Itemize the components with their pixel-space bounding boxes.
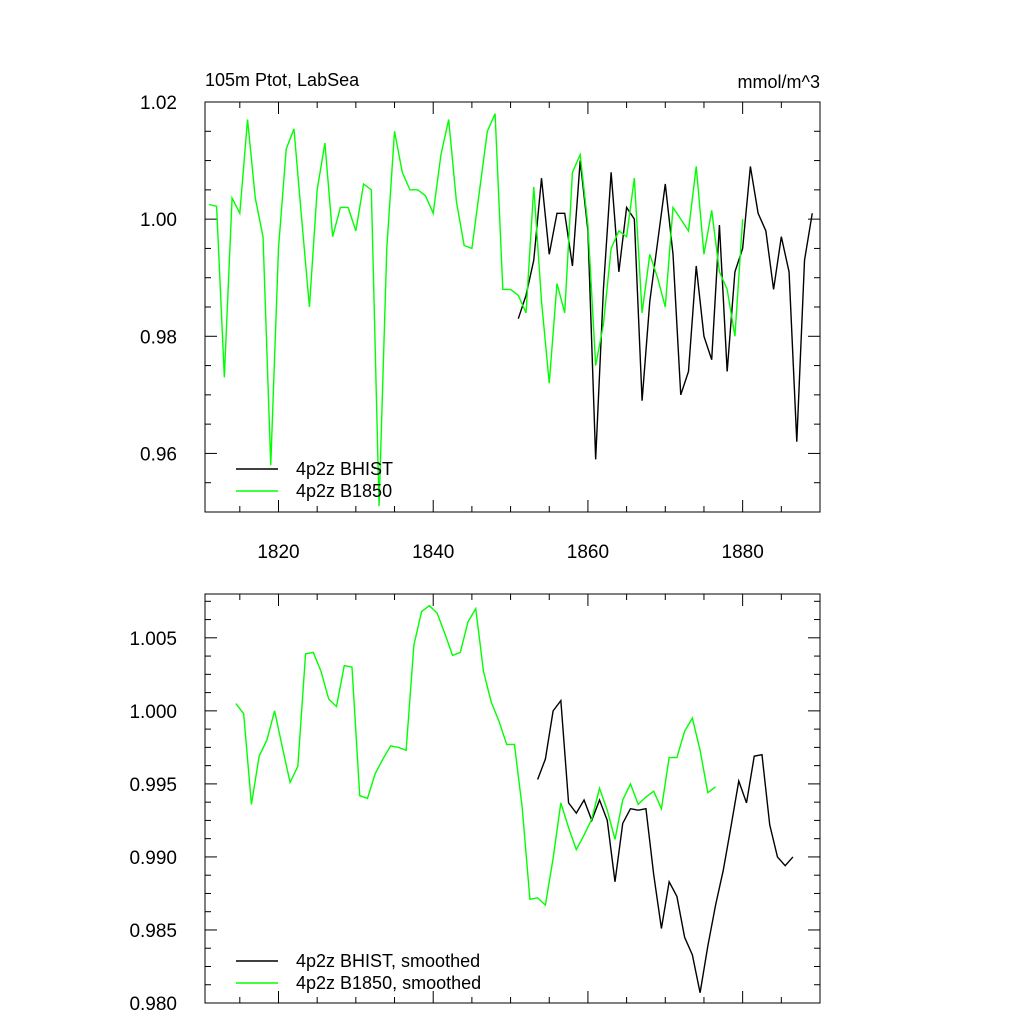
- x-tick-label: 1860: [567, 542, 609, 563]
- chart-title-right: mmol/m^3: [738, 72, 820, 92]
- series-line-b1850: [208, 113, 744, 507]
- series-line-bhist: [536, 698, 794, 993]
- y-tick-label: 0.985: [129, 921, 177, 942]
- chart-title-left: 105m Ptot, LabSea: [205, 70, 360, 90]
- legend-label: 4p2z BHIST, smoothed: [296, 951, 480, 971]
- series-line-bhist: [517, 160, 813, 460]
- bottom-panel: 0.980 0.985 0.990 0.995 1.000 1.005 4p2z BHIST…: [129, 593, 821, 1015]
- series-line-b1850: [235, 604, 716, 907]
- x-tick-label: 1880: [722, 542, 764, 563]
- legend-label: 4p2z BHIST: [296, 459, 393, 479]
- y-tick-label: 0.980: [129, 994, 177, 1015]
- top-panel: 1820 1840 1860 1880 0.96 0.98 1.00 1.02 105m Pto…: [140, 70, 821, 563]
- x-tick-label: 1820: [257, 542, 299, 563]
- legend-label: 4p2z B1850, smoothed: [296, 973, 481, 993]
- y-tick-label: 1.00: [140, 210, 177, 231]
- y-tick-label: 0.995: [129, 775, 177, 796]
- y-tick-label: 1.02: [140, 93, 177, 114]
- x-tick-label: 1840: [412, 542, 454, 563]
- y-tick-label: 1.000: [129, 702, 177, 723]
- y-tick-label: 1.005: [129, 629, 177, 650]
- y-tick-label: 0.96: [140, 444, 177, 465]
- plot-frame: [204, 593, 821, 1004]
- y-tick-label: 0.990: [129, 848, 177, 869]
- legend-label: 4p2z B1850: [296, 481, 392, 501]
- y-tick-label: 0.98: [140, 327, 177, 348]
